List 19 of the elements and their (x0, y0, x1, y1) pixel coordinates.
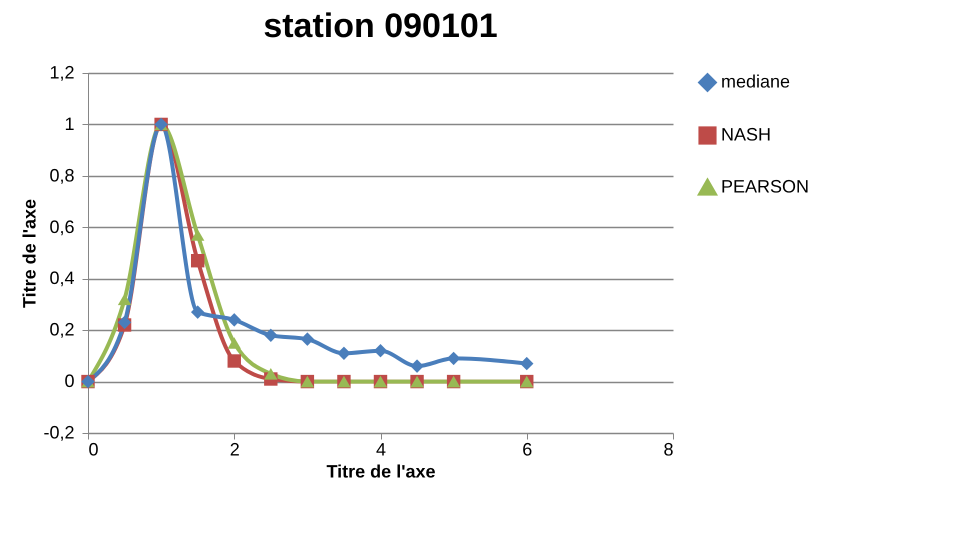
y-tick-label: 0 (64, 371, 74, 392)
x-axis-title: Titre de l'axe (326, 462, 436, 482)
y-tick-label: 0,6 (49, 216, 74, 237)
y-tick-label: 1,2 (49, 62, 74, 82)
x-tick-label: 6 (522, 440, 532, 460)
legend-label: mediane (721, 72, 790, 92)
legend-label: NASH (721, 124, 772, 144)
legend-label: PEARSON (721, 176, 810, 196)
x-tick-label: 2 (230, 440, 240, 460)
y-tick-label: -0,2 (43, 422, 74, 442)
y-tick-label: 0,8 (49, 165, 74, 186)
chart-title: station 090101 (263, 7, 498, 45)
y-axis-title: Titre de l'axe (19, 198, 40, 308)
x-tick-label: 4 (376, 440, 386, 460)
x-tick-label: 0 (88, 440, 99, 460)
y-tick-label: 0,2 (49, 320, 74, 340)
y-tick-label: 1 (64, 114, 74, 134)
x-tick-label: 8 (663, 440, 674, 460)
y-tick-label: 0,4 (49, 268, 74, 288)
